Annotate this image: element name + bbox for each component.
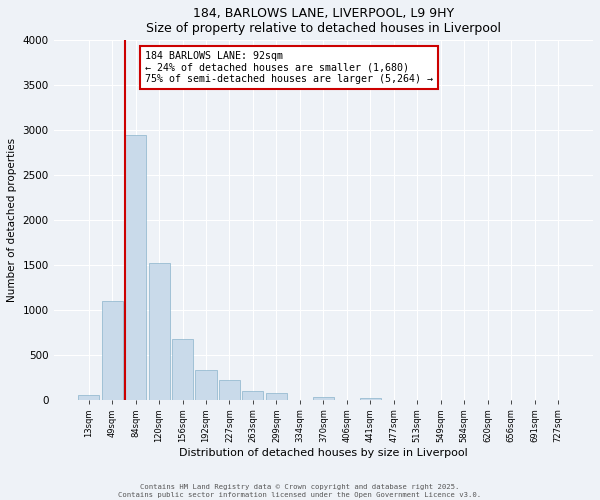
Bar — [219, 380, 240, 400]
Title: 184, BARLOWS LANE, LIVERPOOL, L9 9HY
Size of property relative to detached house: 184, BARLOWS LANE, LIVERPOOL, L9 9HY Siz… — [146, 7, 501, 35]
Bar — [266, 394, 287, 400]
Y-axis label: Number of detached properties: Number of detached properties — [7, 138, 17, 302]
Bar — [196, 370, 217, 400]
Bar — [360, 398, 381, 400]
X-axis label: Distribution of detached houses by size in Liverpool: Distribution of detached houses by size … — [179, 448, 468, 458]
Bar — [149, 262, 170, 400]
Text: Contains HM Land Registry data © Crown copyright and database right 2025.
Contai: Contains HM Land Registry data © Crown c… — [118, 484, 482, 498]
Bar — [101, 301, 123, 400]
Bar — [125, 134, 146, 400]
Bar — [78, 395, 99, 400]
Text: 184 BARLOWS LANE: 92sqm
← 24% of detached houses are smaller (1,680)
75% of semi: 184 BARLOWS LANE: 92sqm ← 24% of detache… — [145, 51, 433, 84]
Bar — [313, 398, 334, 400]
Bar — [172, 340, 193, 400]
Bar — [242, 391, 263, 400]
